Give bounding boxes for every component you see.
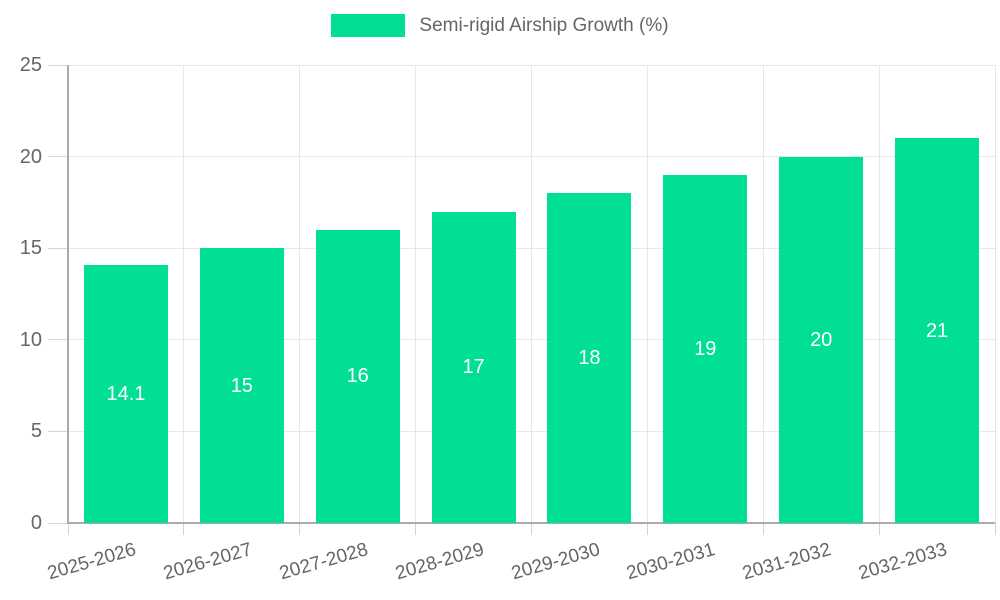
- x-axis-tick-label: 2029-2030: [508, 539, 602, 585]
- bar[interactable]: [315, 229, 400, 523]
- x-gridline: [183, 65, 185, 523]
- x-gridline: [415, 65, 417, 523]
- x-tick-mark: [646, 523, 648, 535]
- y-tick-mark: [48, 522, 68, 524]
- y-axis-tick-label: 0: [30, 512, 42, 534]
- y-axis-line: [67, 65, 69, 523]
- y-tick-mark: [48, 156, 68, 158]
- x-tick-mark: [183, 523, 185, 535]
- y-axis-tick-label: 5: [30, 420, 42, 443]
- x-axis-line: [67, 522, 995, 524]
- legend-label: Semi-rigid Airship Growth (%): [419, 14, 669, 36]
- bar-value-label: 21: [925, 319, 949, 342]
- x-tick-mark: [531, 523, 532, 535]
- bar[interactable]: [663, 174, 748, 523]
- bar-value-label: 17: [462, 356, 485, 379]
- x-tick-mark: [762, 523, 764, 535]
- x-tick-mark: [67, 523, 69, 535]
- y-tick-mark: [48, 339, 68, 341]
- x-tick-mark: [299, 523, 301, 535]
- x-gridline: [878, 65, 880, 523]
- x-tick-mark: [994, 523, 996, 535]
- bar[interactable]: [547, 193, 632, 523]
- bar[interactable]: [83, 264, 168, 523]
- x-axis-tick-label: 2027-2028: [277, 539, 371, 585]
- bar-value-label: 18: [578, 347, 601, 370]
- bar-value-label: 16: [346, 365, 369, 388]
- bar[interactable]: [199, 248, 284, 523]
- x-axis-tick-label: 2025-2026: [45, 539, 139, 585]
- legend: Semi-rigid Airship Growth (%): [0, 14, 1000, 37]
- y-axis-tick-label: 10: [19, 328, 42, 351]
- x-gridline: [531, 65, 532, 523]
- legend-swatch: [331, 14, 406, 37]
- legend-item[interactable]: Semi-rigid Airship Growth (%): [331, 14, 669, 37]
- bar-value-label: 20: [810, 328, 833, 351]
- x-tick-mark: [415, 523, 417, 535]
- x-axis-tick-label: 2031-2032: [740, 539, 834, 585]
- bar[interactable]: [779, 156, 864, 523]
- x-axis-tick-label: 2026-2027: [161, 539, 255, 585]
- bar[interactable]: [895, 138, 980, 523]
- x-axis-tick-label: 2030-2031: [624, 539, 718, 585]
- x-axis-tick-label: 2032-2033: [856, 539, 950, 585]
- bar-value-label: 15: [230, 374, 253, 397]
- y-tick-mark: [48, 247, 68, 249]
- y-tick-mark: [48, 430, 68, 432]
- y-axis-tick-label: 20: [19, 145, 42, 168]
- x-gridline: [299, 65, 301, 523]
- y-axis-tick-label: 25: [19, 54, 42, 76]
- x-gridline: [762, 65, 764, 523]
- bar-value-label: 14.1: [106, 382, 146, 405]
- x-axis-tick-label: 2028-2029: [392, 539, 487, 585]
- bar-value-label: 19: [694, 337, 717, 360]
- x-gridline: [994, 65, 996, 523]
- x-tick-mark: [878, 523, 880, 535]
- y-tick-mark: [48, 64, 68, 66]
- bar[interactable]: [431, 211, 516, 523]
- x-gridline: [646, 65, 648, 523]
- y-axis-tick-label: 15: [19, 237, 42, 260]
